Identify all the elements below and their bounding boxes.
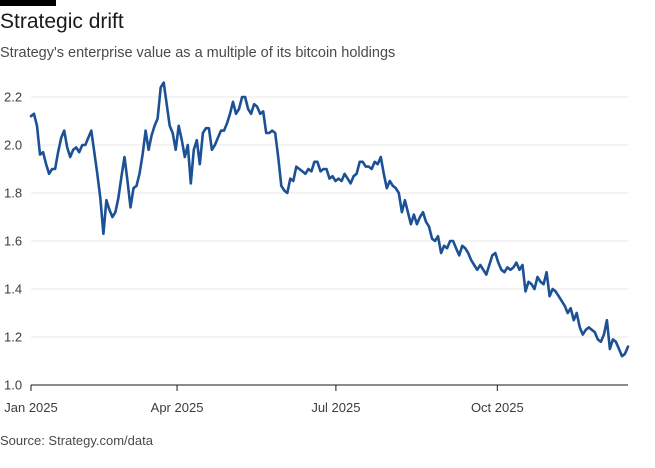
x-tick-label: Oct 2025	[471, 400, 524, 415]
x-axis: Jan 2025 Apr 2025 Jul 2025 Oct 2025	[4, 384, 628, 415]
gridlines	[31, 96, 628, 338]
y-tick-label: 2.2	[4, 90, 22, 105]
source-note: Source: Strategy.com/data	[0, 433, 153, 448]
x-tick-label: Jan 2025	[4, 400, 58, 415]
series-layer	[29, 81, 630, 358]
chart-title: Strategic drift	[0, 10, 124, 33]
brand-top-bar	[0, 0, 56, 6]
chart-subtitle: Strategy's enterprise value as a multipl…	[0, 45, 396, 61]
y-tick-label: 1.6	[4, 234, 22, 249]
y-tick-label: 1.2	[4, 330, 22, 345]
y-axis-tick-labels: 1.0 1.2 1.4 1.6 1.8 2.0 2.2	[4, 90, 22, 393]
y-tick-label: 1.8	[4, 186, 22, 201]
x-tick-label: Apr 2025	[151, 400, 204, 415]
y-tick-label: 1.4	[4, 282, 22, 297]
y-tick-label: 1.0	[4, 378, 22, 393]
x-tick-label: Jul 2025	[311, 400, 360, 415]
series-line	[29, 81, 630, 358]
y-tick-label: 2.0	[4, 138, 22, 153]
